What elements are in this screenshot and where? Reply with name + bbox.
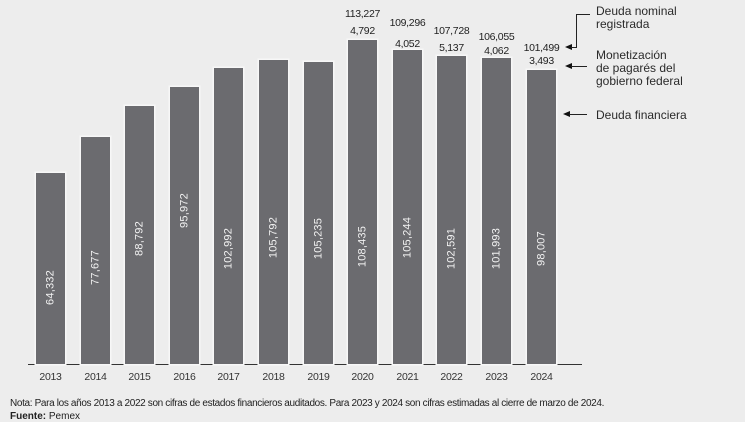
x-tick-label: 2023 xyxy=(485,371,508,383)
bar-value-label: 102,992 xyxy=(222,227,234,270)
legend-text: Deuda financiera xyxy=(596,108,687,122)
bar-value-label: 105,244 xyxy=(401,216,413,259)
bar-deuda-financiera-2020 xyxy=(348,40,377,364)
source-line: Fuente: Pemex xyxy=(10,411,80,422)
segment-value-label: 4,792 xyxy=(350,25,375,37)
segment-value-label: 4,052 xyxy=(395,38,420,50)
bar-deuda-financiera-2013 xyxy=(36,173,65,364)
x-tick-label: 2014 xyxy=(84,371,107,383)
segment-value-label: 5,137 xyxy=(439,42,464,54)
bar-deuda-financiera-2015 xyxy=(125,106,154,364)
x-tick-label: 2017 xyxy=(217,371,240,383)
x-tick-label: 2013 xyxy=(39,371,62,383)
bar-deuda-financiera-2023 xyxy=(482,58,511,364)
bar-value-label: 108,435 xyxy=(356,225,368,268)
bar-deuda-financiera-2019 xyxy=(304,61,333,364)
bar-value-label: 105,792 xyxy=(267,216,279,259)
legend-text: gobierno federal xyxy=(596,74,683,88)
x-tick-label: 2024 xyxy=(530,371,553,383)
segment-value-label: 3,493 xyxy=(529,55,554,67)
legend-deuda-financiera: Deuda financiera xyxy=(596,109,687,122)
total-value-label: 113,227 xyxy=(344,8,381,20)
x-tick-label: 2018 xyxy=(262,371,285,383)
bar-deuda-financiera-2017 xyxy=(214,67,243,364)
bar-value-label: 88,792 xyxy=(133,221,145,256)
x-tick-label: 2021 xyxy=(396,371,419,383)
legend-text: Monetización xyxy=(596,48,667,62)
total-value-label: 109,296 xyxy=(389,17,426,29)
legend-text: Deuda nominal xyxy=(596,4,677,18)
x-tick-label: 2019 xyxy=(307,371,330,383)
bar-deuda-financiera-2018 xyxy=(259,60,288,364)
legend-monetizacion: Monetización de pagarés del gobierno fed… xyxy=(596,49,683,88)
bar-deuda-financiera-2021 xyxy=(393,50,422,364)
x-tick-label: 2020 xyxy=(351,371,374,383)
bar-deuda-financiera-2014 xyxy=(81,136,110,364)
legend-deuda-nominal: Deuda nominal registrada xyxy=(596,5,677,31)
bar-value-label: 101,993 xyxy=(490,227,502,270)
footnote: Nota: Para los años 2013 a 2022 son cifr… xyxy=(10,398,605,409)
x-tick-label: 2015 xyxy=(128,371,151,383)
bar-value-label: 95,972 xyxy=(178,193,190,228)
x-tick-label: 2016 xyxy=(173,371,196,383)
bar-deuda-financiera-2016 xyxy=(170,86,199,364)
legend-text: de pagarés del xyxy=(596,61,676,75)
bar-deuda-financiera-2022 xyxy=(437,56,466,364)
bar-value-label: 102,591 xyxy=(445,227,457,270)
legend-text: registrada xyxy=(596,17,650,31)
total-value-label: 106,055 xyxy=(478,31,515,43)
x-tick-label: 2022 xyxy=(440,371,463,383)
bar-value-label: 64,332 xyxy=(44,270,56,305)
x-axis-line xyxy=(28,364,582,365)
bar-deuda-financiera-2024 xyxy=(527,70,556,364)
bar-value-label: 98,007 xyxy=(535,231,547,266)
bar-value-label: 105,235 xyxy=(312,217,324,260)
source-label: Fuente: xyxy=(10,411,47,422)
source-value: Pemex xyxy=(46,411,81,422)
bar-value-label: 77,677 xyxy=(89,250,101,285)
total-value-label: 107,728 xyxy=(433,25,470,37)
segment-value-label: 4,062 xyxy=(484,45,509,57)
total-value-label: 101,499 xyxy=(523,42,560,54)
